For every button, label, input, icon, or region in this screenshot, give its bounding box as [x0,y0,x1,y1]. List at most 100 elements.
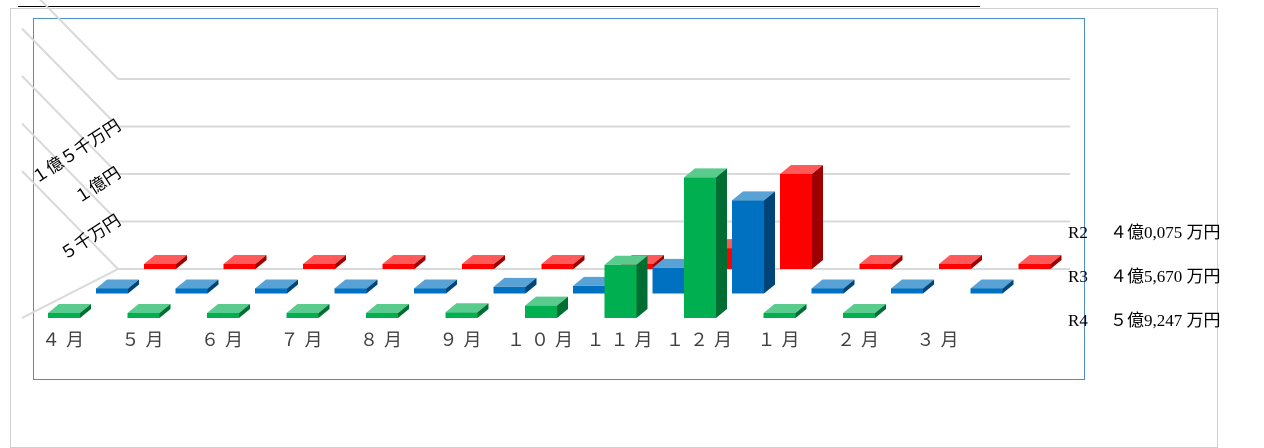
x-tick-label: ４月 [42,330,90,350]
bar [382,264,415,269]
top-rule [18,6,980,7]
legend-item-r2: R2 ４億0,075 万円 [1068,218,1221,243]
bar-side [494,255,505,269]
bar-top [366,304,409,313]
bar-side [764,191,775,294]
bar-top [414,279,457,289]
bar [684,177,716,318]
x-tick-label: ６月 [201,330,249,350]
bar-side [636,255,648,318]
bar-top [939,255,982,264]
floor-edge [21,268,119,319]
bar [1018,264,1051,269]
x-tick-label: １０月 [507,330,579,350]
bar-side [318,304,330,318]
bar-side [287,279,298,294]
bar-top [811,279,855,289]
bar-top [684,168,727,178]
x-tick-label: ９月 [440,330,488,350]
bar [732,200,764,294]
bar [763,313,796,318]
bar-top [223,255,267,264]
bar-top [604,255,648,265]
bar [811,288,844,294]
bar-side [843,279,855,294]
bar [96,288,128,294]
bar-side [795,304,807,318]
gridline-depth [39,0,119,80]
bar-top [525,296,568,306]
bar-side [923,279,934,294]
bar-side [176,255,187,269]
bar [144,264,176,269]
bar-top [843,304,886,313]
bar-side [207,279,219,294]
bar [255,288,287,294]
bar-side [716,168,727,318]
bar [891,288,923,294]
bar-top [175,279,219,289]
bar [859,264,892,269]
bar-top [48,304,91,313]
bar [175,288,208,294]
bar [223,264,256,269]
bar-top [127,304,171,313]
bar [366,313,398,318]
bar-top [303,255,346,264]
bar-side [971,255,982,269]
bar [525,305,557,318]
bar-top [144,255,187,264]
legend-series-name: R2 [1068,223,1088,242]
legend-series-name: R4 [1068,311,1088,330]
bar [48,313,80,318]
legend-series-total: ４億0,075 万円 [1110,223,1221,242]
bar [573,285,605,294]
bar [652,267,685,294]
x-tick-label: １２月 [666,330,738,350]
bar [541,264,574,269]
chart-plot-border [33,18,1085,380]
x-tick-label: ５月 [122,330,170,350]
bar-top [207,304,250,313]
x-tick-label: ７月 [281,330,329,350]
bar-top [1018,255,1062,264]
bar-side [255,255,267,269]
bar-top [286,304,330,313]
y-tick-label: ５千万円 [57,211,124,264]
bar-side [335,255,346,269]
bar [939,264,971,269]
bar-side [477,303,489,318]
bar-top [493,277,537,287]
gridline-depth [21,170,119,270]
bar [780,174,812,269]
bar-top [96,279,139,289]
bar-top [859,255,903,264]
bar-side [891,255,903,269]
bar-top [462,255,505,264]
x-tick-label: ８月 [360,330,408,350]
bar-side [1050,255,1062,269]
bar-side [557,296,568,318]
x-tick-label: ２月 [837,330,885,350]
bar-top [445,303,489,313]
bar-top [334,279,378,289]
bar [303,264,335,269]
bar-top [541,255,585,264]
x-tick-label: １月 [758,330,806,350]
bar-side [414,255,426,269]
bar [207,313,239,318]
bar [970,288,1003,294]
bar [493,286,526,294]
bar [127,313,160,318]
bar-side [875,304,886,318]
bar [286,313,319,318]
x-tick-label: ３月 [917,330,965,350]
bar-side [812,165,823,269]
bar-side [159,304,171,318]
bar [334,288,367,294]
legend-series-total: ４億5,670 万円 [1110,267,1221,286]
bar [604,264,637,318]
bar-top [970,279,1014,289]
gridline-depth [21,27,119,128]
